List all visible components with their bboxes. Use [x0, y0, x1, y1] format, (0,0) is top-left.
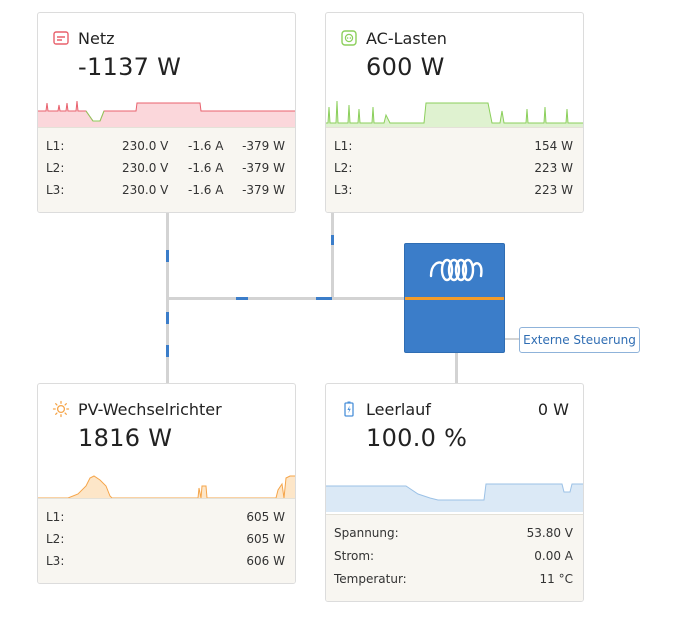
grid-card[interactable]: Netz -1137 W L1: 230.0 V -1.6 A -379 W L…: [37, 12, 296, 213]
flow-dot: [316, 297, 332, 300]
phase-label: L3:: [46, 183, 65, 197]
wire-bus: [166, 297, 404, 300]
external-control-button[interactable]: Externe Steuerung: [519, 327, 640, 353]
grid-sparkline: [38, 100, 295, 129]
battery-row-value: 11 °C: [539, 572, 573, 586]
phase-current: -1.6 A: [188, 161, 224, 175]
pv-title: PV-Wechselrichter: [78, 400, 222, 419]
phase-power: -379 W: [242, 183, 285, 197]
phase-power: 154 W: [534, 139, 573, 153]
pv-details: L1: 605 W L2: 605 W L3: 606 W: [38, 498, 295, 583]
battery-details: Spannung: 53.80 V Strom: 0.00 A Temperat…: [326, 514, 583, 601]
flow-dot: [166, 250, 169, 262]
grid-meter-icon: [52, 29, 70, 47]
wire-battery: [455, 351, 458, 383]
ac-loads-sparkline: [326, 100, 583, 129]
flow-dot: [331, 235, 334, 245]
grid-details: L1: 230.0 V -1.6 A -379 W L2: 230.0 V -1…: [38, 127, 295, 212]
grid-row-l2: L2: 230.0 V -1.6 A -379 W: [46, 161, 285, 179]
phase-power: 606 W: [246, 554, 285, 568]
battery-row-value: 53.80 V: [526, 526, 573, 540]
phase-power: -379 W: [242, 161, 285, 175]
inverter-charger[interactable]: [404, 243, 505, 353]
battery-row-value: 0.00 A: [534, 549, 573, 563]
battery-row-current: Strom: 0.00 A: [334, 549, 573, 567]
phase-power: 223 W: [534, 183, 573, 197]
battery-state: Leerlauf: [366, 400, 431, 419]
phase-power: 223 W: [534, 161, 573, 175]
phase-label: L3:: [46, 554, 65, 568]
battery-sparkline: [326, 483, 583, 512]
phase-current: -1.6 A: [188, 183, 224, 197]
phase-voltage: 230.0 V: [122, 183, 169, 197]
phase-label: L2:: [46, 532, 65, 546]
ac-row-l3: L3: 223 W: [334, 183, 573, 201]
battery-soc: 100.0 %: [366, 424, 468, 452]
grid-row-l3: L3: 230.0 V -1.6 A -379 W: [46, 183, 285, 201]
phase-label: L1:: [46, 139, 65, 153]
ac-loads-title: AC-Lasten: [366, 29, 447, 48]
flow-dot: [236, 297, 248, 300]
grid-row-l1: L1: 230.0 V -1.6 A -379 W: [46, 139, 285, 157]
phase-power: 605 W: [246, 510, 285, 524]
ac-loads-power: 600 W: [366, 53, 445, 81]
ac-row-l1: L1: 154 W: [334, 139, 573, 157]
inverter-status-bar: [405, 297, 504, 300]
phase-power: 605 W: [246, 532, 285, 546]
phase-power: -379 W: [242, 139, 285, 153]
victron-logo-icon: [427, 256, 485, 284]
battery-row-label: Strom:: [334, 549, 375, 563]
flow-dot: [166, 345, 169, 357]
grid-title: Netz: [78, 29, 115, 48]
battery-row-label: Spannung:: [334, 526, 399, 540]
battery-power: 0 W: [537, 400, 569, 419]
phase-label: L1:: [46, 510, 65, 524]
grid-power: -1137 W: [78, 53, 182, 81]
socket-icon: [340, 29, 358, 47]
wire-ext: [503, 338, 519, 340]
battery-row-temperature: Temperatur: 11 °C: [334, 572, 573, 590]
battery-row-voltage: Spannung: 53.80 V: [334, 526, 573, 544]
phase-label: L3:: [334, 183, 353, 197]
battery-row-label: Temperatur:: [334, 572, 407, 586]
pv-sparkline: [38, 475, 295, 500]
pv-inverter-card[interactable]: PV-Wechselrichter 1816 W L1: 605 W L2: 6…: [37, 383, 296, 584]
ac-loads-card[interactable]: AC-Lasten 600 W L1: 154 W L2: 223 W L3: …: [325, 12, 584, 213]
phase-voltage: 230.0 V: [122, 161, 169, 175]
phase-current: -1.6 A: [188, 139, 224, 153]
flow-dot: [166, 312, 169, 324]
ac-row-l2: L2: 223 W: [334, 161, 573, 179]
ac-loads-details: L1: 154 W L2: 223 W L3: 223 W: [326, 127, 583, 212]
sun-icon: [52, 400, 70, 418]
battery-card[interactable]: Leerlauf 0 W 100.0 % Spannung: 53.80 V S…: [325, 383, 584, 602]
battery-icon: [340, 400, 358, 418]
pv-row-l3: L3: 606 W: [46, 554, 285, 572]
pv-row-l2: L2: 605 W: [46, 532, 285, 550]
phase-voltage: 230.0 V: [122, 139, 169, 153]
phase-label: L1:: [334, 139, 353, 153]
pv-power: 1816 W: [78, 424, 173, 452]
phase-label: L2:: [46, 161, 65, 175]
pv-row-l1: L1: 605 W: [46, 510, 285, 528]
phase-label: L2:: [334, 161, 353, 175]
wire-loads: [331, 211, 334, 299]
